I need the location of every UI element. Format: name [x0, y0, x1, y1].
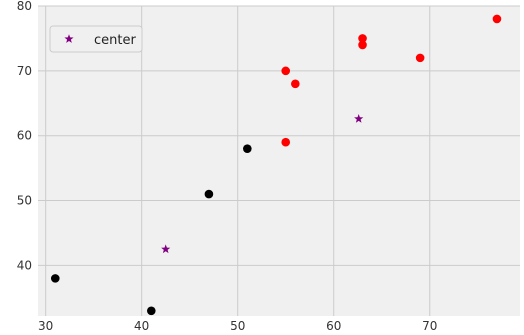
legend: center: [49, 25, 143, 53]
center-star-marker: [354, 114, 364, 123]
data-point: [281, 66, 291, 76]
data-point: [291, 79, 300, 89]
data-point: [243, 144, 252, 153]
x-tick-labels: 30 40 50 60 70: [38, 319, 437, 333]
y-tick-label: 50: [17, 194, 32, 208]
legend-star: [64, 34, 74, 43]
x-tick-label: 60: [326, 319, 341, 333]
data-point: [358, 34, 367, 43]
y-tick-label: 70: [17, 64, 32, 78]
x-tick-label: 40: [134, 319, 149, 333]
plot-background: [38, 6, 520, 316]
y-tick-label: 40: [17, 258, 32, 272]
data-point: [281, 137, 291, 147]
data-point: [492, 14, 502, 24]
y-tick-labels: 40 50 60 70 80: [17, 0, 32, 272]
data-point: [204, 189, 214, 199]
grid-lines: [38, 5, 520, 316]
legend-label-center: center: [94, 33, 136, 48]
data-point: [50, 274, 60, 283]
data-point: [415, 53, 425, 63]
y-tick-label: 80: [17, 0, 32, 13]
x-tick-label: 50: [230, 319, 245, 333]
legend-star-marker: [64, 34, 74, 43]
center-star-marker: [161, 244, 171, 254]
data-point: [146, 306, 156, 316]
x-tick-label: 70: [422, 319, 437, 333]
data-points: [50, 14, 502, 316]
x-tick-label: 30: [38, 319, 53, 333]
data-point: [358, 40, 367, 50]
legend-box: [49, 25, 143, 53]
y-tick-label: 60: [17, 129, 32, 143]
